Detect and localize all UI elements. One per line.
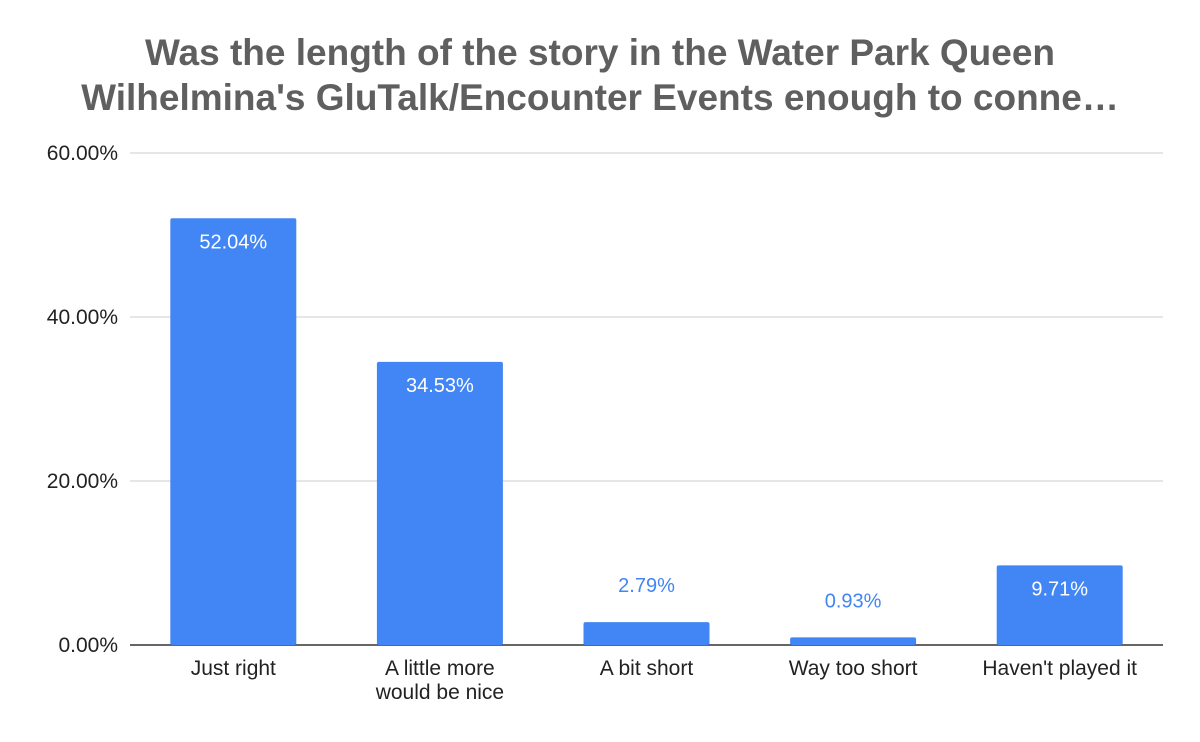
category-label: A little more bbox=[385, 657, 495, 680]
bars bbox=[170, 218, 1123, 645]
bar bbox=[170, 218, 297, 645]
category-label: Haven't played it bbox=[982, 657, 1137, 680]
y-tick-label: 60.00% bbox=[47, 142, 118, 165]
data-label: 0.93% bbox=[825, 590, 882, 612]
chart-title-line-1: Was the length of the story in the Water… bbox=[144, 32, 1056, 73]
data-label: 2.79% bbox=[618, 575, 675, 597]
data-labels: 52.04% 34.53% 2.79% 0.93% 9.71% bbox=[199, 231, 1088, 612]
data-label: 34.53% bbox=[406, 375, 474, 397]
bar bbox=[376, 361, 503, 645]
category-label: would be nice bbox=[375, 681, 504, 704]
bar bbox=[583, 622, 710, 645]
category-label: A bit short bbox=[600, 657, 694, 680]
y-tick-label: 40.00% bbox=[47, 306, 118, 329]
chart-title-line-2: Wilhelmina's GluTalk/Encounter Events en… bbox=[81, 77, 1119, 118]
data-label: 52.04% bbox=[199, 231, 267, 253]
category-label: Way too short bbox=[789, 657, 918, 680]
bar bbox=[996, 565, 1123, 645]
y-tick-label: 0.00% bbox=[58, 634, 118, 657]
y-tick-label: 20.00% bbox=[47, 470, 118, 493]
y-axis-ticks: 0.00% 20.00% 40.00% 60.00% bbox=[47, 142, 118, 657]
chart-title: Was the length of the story in the Water… bbox=[0, 30, 1200, 120]
bar bbox=[790, 637, 917, 645]
category-label: Just right bbox=[191, 657, 276, 680]
data-label: 9.71% bbox=[1031, 578, 1088, 600]
